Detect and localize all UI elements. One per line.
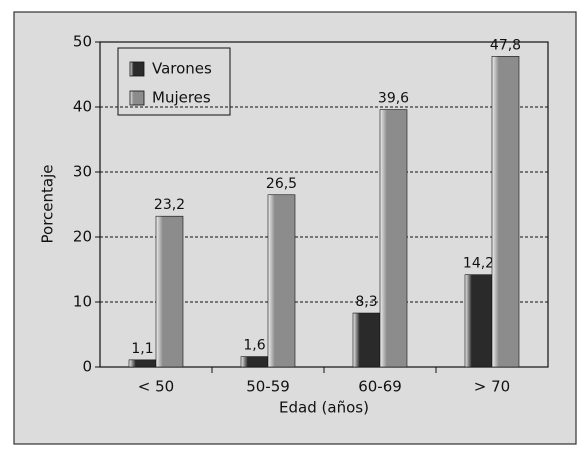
value-label: 8,3 — [355, 294, 377, 310]
y-tick-label: 40 — [73, 98, 92, 116]
value-label: 26,5 — [266, 176, 297, 192]
value-label: 1,6 — [243, 338, 265, 354]
x-axis-label: Edad (años) — [279, 399, 369, 417]
y-tick-label: 30 — [73, 163, 92, 181]
bar — [128, 359, 157, 368]
value-label: 47,8 — [490, 37, 521, 53]
value-label: 39,6 — [378, 91, 409, 107]
x-tick-label: < 50 — [138, 378, 174, 396]
legend-label: Mujeres — [152, 89, 211, 107]
y-tick-label: 10 — [73, 293, 92, 311]
x-tick-label: 50-59 — [246, 378, 290, 396]
value-label: 14,2 — [463, 256, 494, 272]
bar — [267, 194, 296, 368]
bar — [155, 215, 184, 368]
bar — [464, 274, 493, 368]
value-label: 23,2 — [154, 197, 185, 213]
bar — [491, 55, 520, 368]
x-tick-label: > 70 — [474, 378, 510, 396]
legend-label: Varones — [152, 60, 212, 78]
value-label: 1,1 — [131, 341, 153, 357]
bar — [352, 312, 381, 368]
legend-swatch — [129, 90, 145, 106]
y-tick-label: 20 — [73, 228, 92, 246]
y-tick-label: 0 — [82, 358, 92, 376]
y-axis-label: Porcentaje — [39, 165, 57, 244]
y-tick-label: 50 — [73, 33, 92, 51]
x-tick-label: 60-69 — [358, 378, 402, 396]
bar — [379, 109, 408, 368]
bar — [240, 356, 269, 368]
legend-swatch — [129, 61, 145, 77]
